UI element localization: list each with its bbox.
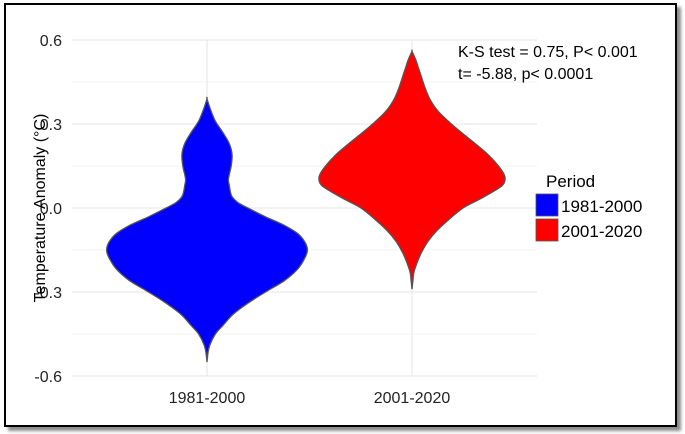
- y-tick-label: 0.0: [40, 201, 62, 218]
- y-tick-label: 0.6: [40, 33, 62, 50]
- legend-swatch-1981-2000: [535, 193, 559, 217]
- legend-title: Period: [546, 172, 595, 191]
- legend: Period 1981-2000 2001-2020: [535, 172, 642, 242]
- violin-1981-2000: [105, 96, 309, 363]
- legend-label-1981-2000: 1981-2000: [561, 197, 642, 216]
- annotation-ks-test: K-S test = 0.75, P< 0.001: [458, 44, 638, 61]
- violins: [105, 49, 506, 363]
- x-tick-label: 1981-2000: [169, 390, 246, 407]
- violin-2001-2020: [318, 49, 506, 290]
- chart-frame: [4, 3, 677, 427]
- y-tick-label: 0.3: [40, 117, 62, 134]
- y-tick-label: -0.6: [34, 369, 62, 386]
- y-tick-label: -0.3: [34, 285, 62, 302]
- annotation-t-test: t= -5.88, p< 0.0001: [458, 66, 593, 83]
- x-tick-label: 2001-2020: [374, 390, 451, 407]
- x-axis-ticks: 1981-2000 2001-2020: [169, 390, 451, 407]
- y-axis-ticks: 0.6 0.3 0.0 -0.3 -0.6: [34, 33, 62, 386]
- y-axis-title: Temperature Anomaly (°C): [32, 114, 49, 303]
- grid: [72, 39, 537, 377]
- legend-swatch-2001-2020: [535, 218, 559, 242]
- legend-label-2001-2020: 2001-2020: [561, 222, 642, 241]
